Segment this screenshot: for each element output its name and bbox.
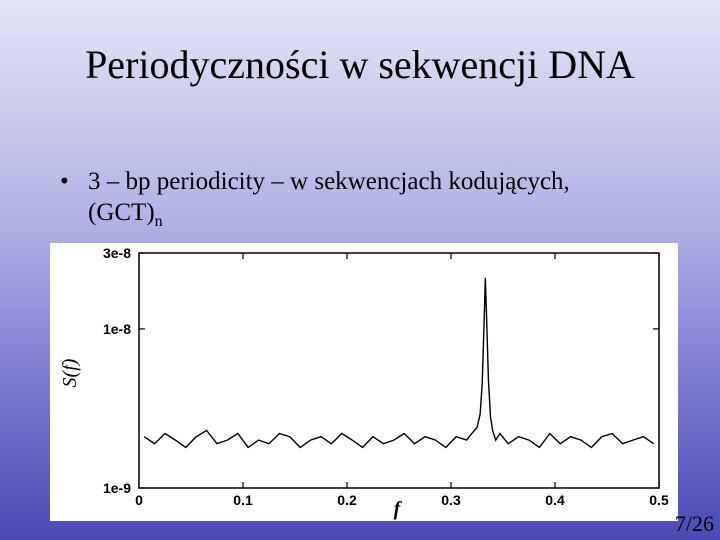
x-axis-ticks: 0 0.1 0.2 0.3 0.4 0.5 <box>135 253 669 508</box>
x-tick-label: 0.4 <box>545 492 565 508</box>
bullet-dot: • <box>60 168 69 195</box>
x-tick-label: 0.2 <box>337 492 357 508</box>
x-tick-label: 0.5 <box>649 492 669 508</box>
bullet-subscript: n <box>154 213 163 230</box>
spectrum-line <box>143 277 655 449</box>
x-tick-label: 0.3 <box>441 492 461 508</box>
slide-number: 7/26 <box>674 511 714 536</box>
plot-frame <box>138 252 660 489</box>
y-tick-label: 1e-9 <box>103 480 131 496</box>
bullet-main-text: 3 – bp periodicity – w sekwencjach koduj… <box>88 168 570 226</box>
x-tick-label: 0.1 <box>233 492 253 508</box>
y-axis-ticks: 3e-8 1e-8 1e-9 <box>103 245 659 496</box>
slide-title: Periodyczności w sekwencji DNA <box>85 42 635 87</box>
spectrum-chart: 0 0.1 0.2 0.3 0.4 0.5 3e-8 1e-8 1e-9 S(f) f <box>50 243 678 521</box>
y-tick-label: 3e-8 <box>103 245 131 261</box>
y-tick-label: 1e-8 <box>103 321 131 337</box>
x-axis-label: f <box>394 498 403 520</box>
bullet-text: 3 – bp periodicity – w sekwencjach koduj… <box>60 166 620 237</box>
bullet-item: • 3 – bp periodicity – w sekwencjach kod… <box>60 166 620 237</box>
x-tick-label: 0 <box>135 492 143 508</box>
y-axis-label: S(f) <box>59 358 81 387</box>
